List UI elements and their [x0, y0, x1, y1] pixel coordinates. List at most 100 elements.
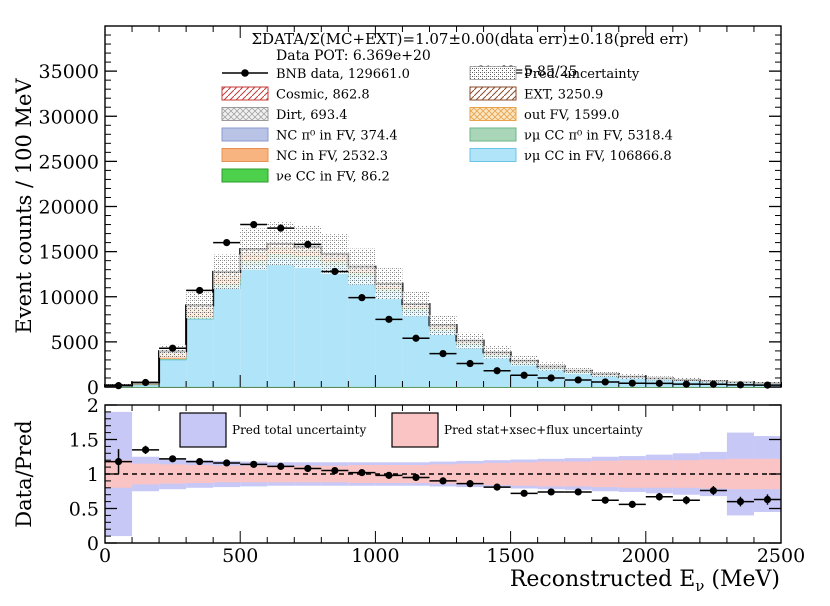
- ratio-y-axis: 0 0.5 1 1.5 2: [69, 395, 781, 555]
- data-point: [709, 380, 718, 388]
- ratio-x-axis: 0 500 1000 1500 2000 2500: [99, 405, 805, 567]
- x-axis-label: Reconstructed Eν (MeV): [510, 567, 780, 595]
- ratio-y-tick-label: 0: [87, 533, 99, 555]
- ratio-point: [223, 459, 231, 467]
- ratio-point: [709, 486, 718, 495]
- legend-swatch-nuecc: [221, 168, 269, 183]
- bar-numucc: [294, 260, 322, 387]
- legend-label-dirt: Dirt, 693.4: [276, 108, 348, 123]
- ratio-point: [601, 496, 609, 504]
- data-point: [196, 286, 204, 295]
- uncertainty-bin: [645, 376, 673, 381]
- band-stat: [510, 462, 538, 486]
- data-point: [304, 240, 312, 249]
- band-stat: [645, 460, 673, 488]
- data-point: [547, 374, 555, 382]
- uncertainty-bin: [186, 292, 214, 319]
- x-tick-label: 2500: [757, 545, 805, 567]
- data-point: [466, 359, 474, 368]
- main-x-ticks: [104, 26, 782, 387]
- data-point: [682, 380, 690, 388]
- ratio-point: [466, 480, 474, 488]
- data-point: [277, 224, 285, 232]
- bar-numucc: [348, 276, 376, 387]
- y-tick-label: 5000: [51, 332, 99, 354]
- band-stat: [537, 461, 565, 487]
- ratio-point: [493, 483, 501, 491]
- bar-numucc: [186, 319, 214, 387]
- bar-numucc: [321, 266, 349, 387]
- ratio-point: [655, 493, 663, 501]
- data-point: [601, 378, 609, 386]
- data-point: [250, 220, 258, 229]
- legend-swatch-ncpi0: [221, 127, 269, 142]
- ratio-point: [439, 477, 447, 485]
- data-point: [493, 367, 501, 375]
- legend-swatch-numupi0: [469, 127, 517, 142]
- x-tick-label: 0: [99, 545, 111, 567]
- band-stat: [672, 460, 700, 488]
- bar-numucc: [375, 292, 403, 387]
- bar-numucc: [240, 265, 268, 387]
- band-stat: [483, 462, 511, 486]
- uncertainty-bin: [213, 254, 241, 290]
- header-line-0: ΣDATA/Σ(MC+EXT)=1.07±0.00(data err)±0.18…: [251, 30, 688, 48]
- band-stat: [699, 459, 727, 489]
- data-point: [628, 379, 636, 387]
- legend-swatch-nc: [221, 148, 269, 162]
- data-point: [114, 382, 123, 390]
- ratio-y-tick-label: 1: [87, 464, 99, 486]
- ratio-y-tick-label: 2: [87, 395, 99, 417]
- ratio-point: [331, 466, 339, 475]
- uncertainty-bin: [348, 248, 376, 285]
- uncertainty-bin: [537, 362, 565, 371]
- ratio-panel: 0 0.5 1 1.5 2 0 500 1000 1500 2000 2500 Data/Pred…: [12, 395, 805, 595]
- header-line-1: Data POT: 6.369e+20: [276, 48, 431, 64]
- ratio-point: [250, 460, 258, 468]
- ratio-y-axis-label: Data/Pred: [12, 420, 36, 527]
- ratio-point: [304, 464, 312, 473]
- legend-label-numupi0: νμ CC π⁰ in FV, 5318.4: [524, 129, 673, 144]
- legend-label-numucc: νμ CC in FV, 106866.8: [524, 149, 672, 164]
- band-stat: [726, 458, 754, 490]
- x-tick-label: 1000: [351, 545, 399, 567]
- legend-label-data: BNB data, 129661.0: [276, 67, 410, 82]
- legend-swatch-ext: [469, 86, 517, 101]
- legend-label-ncpi0: NC π⁰ in FV, 374.4: [276, 129, 398, 144]
- y-tick-label: 30000: [39, 106, 99, 128]
- data-point: [574, 376, 582, 384]
- data-point: [736, 381, 745, 389]
- data-point: [358, 294, 366, 302]
- ratio-legend-swatch-stat: [391, 412, 439, 448]
- band-stat: [564, 461, 592, 487]
- ratio-legend-label-total: Pred total uncertainty: [232, 423, 366, 437]
- ratio-point: [547, 488, 555, 496]
- bar-numucc: [159, 359, 187, 387]
- ratio-point: [114, 457, 123, 466]
- ratio-point: [412, 473, 420, 482]
- data-point: [331, 267, 339, 276]
- bar-numucc: [402, 311, 430, 387]
- ratio-point: [628, 500, 636, 508]
- uncertainty-bin: [240, 228, 268, 270]
- ratio-legend-swatch-total: [179, 412, 227, 448]
- main-panel: 0 5000 10000 15000 20000 25000 30000 35000 Even…: [12, 25, 782, 399]
- data-point: [439, 350, 447, 358]
- bar-numucc: [267, 258, 295, 387]
- ratio-point: [141, 446, 150, 454]
- legend-swatch-numucc: [469, 148, 517, 162]
- legend-label-pred_unc: Pred. uncertainty: [524, 67, 640, 82]
- x-tick-label: 1500: [486, 545, 534, 567]
- uncertainty-bin: [375, 268, 403, 300]
- legend-label-nuecc: νe CC in FV, 86.2: [276, 170, 390, 185]
- ratio-legend: Pred total uncertainty Pred stat+xsec+flu…: [179, 412, 643, 448]
- ratio-uncertainty-bands: [105, 411, 781, 537]
- y-tick-label: 25000: [39, 151, 99, 173]
- band-stat: [591, 460, 619, 488]
- ratio-y-tick-label: 1.5: [69, 430, 99, 452]
- ratio-point: [736, 498, 745, 506]
- ratio-legend-label-stat: Pred stat+xsec+flux uncertainty: [444, 423, 643, 437]
- ratio-point: [574, 488, 582, 496]
- main-y-axis-label: Event counts / 100 MeV: [12, 78, 36, 334]
